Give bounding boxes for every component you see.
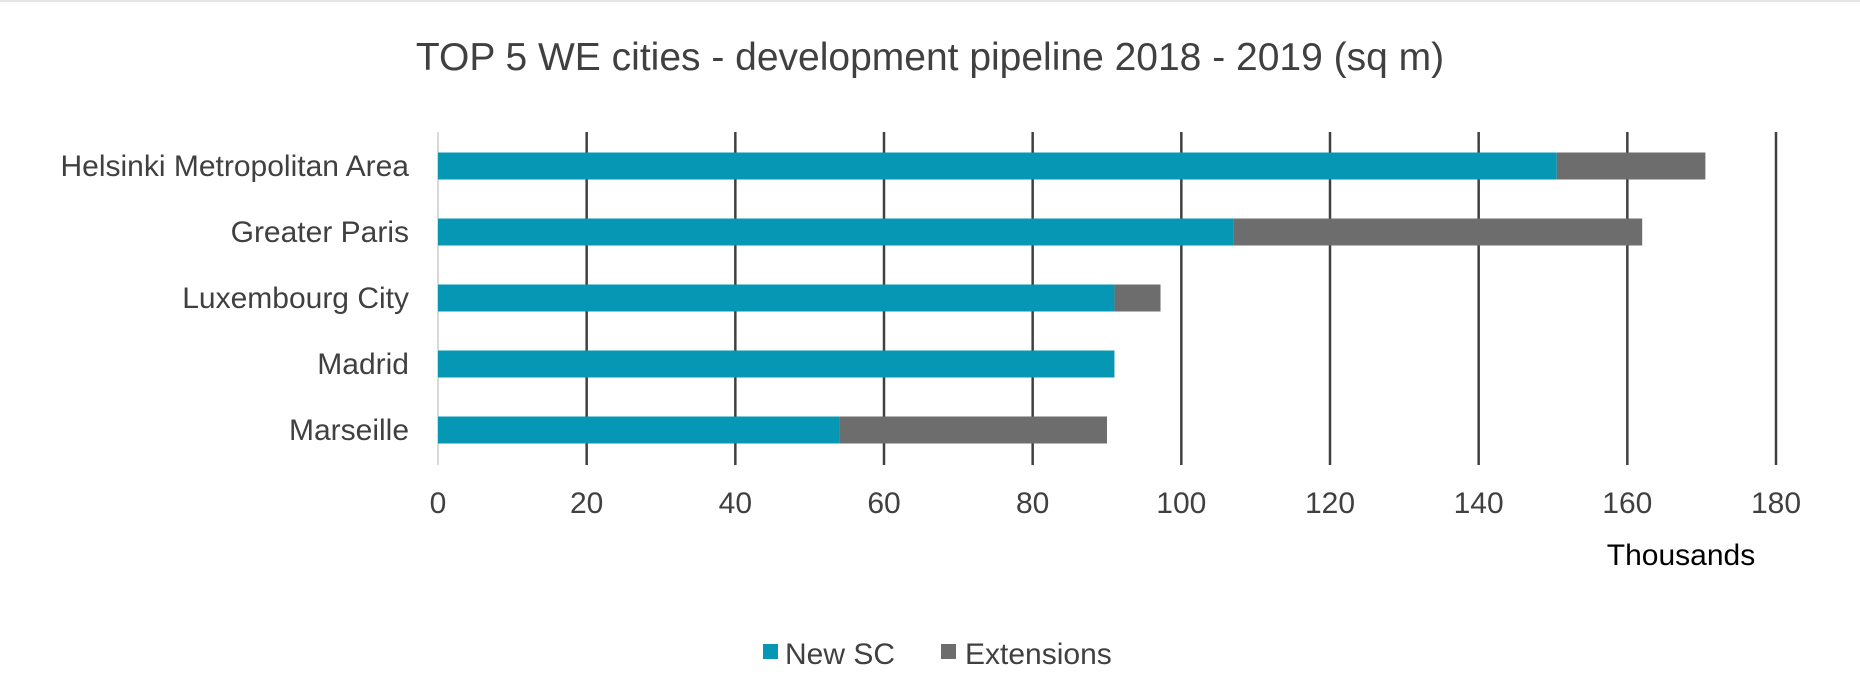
x-tick-label: 160 [1602, 487, 1652, 520]
legend: New SC Extensions [763, 638, 1112, 671]
x-tick-label: 0 [430, 487, 447, 520]
chart-title: TOP 5 WE cities - development pipeline 2… [416, 36, 1444, 79]
bar-new-sc-marseille [438, 416, 840, 444]
legend-swatch-new-sc [763, 644, 778, 659]
bar-extensions-marseille [839, 416, 1107, 444]
bar-layer [438, 152, 1706, 444]
x-tick-label: 40 [719, 487, 752, 520]
bar-new-sc-greater-paris [438, 218, 1234, 246]
category-label-helsinki-metropolitan-area: Helsinki Metropolitan Area [60, 150, 409, 183]
x-tick-label: 140 [1454, 487, 1504, 520]
category-labels: Helsinki Metropolitan Area Greater Paris L… [60, 150, 409, 447]
x-axis-unit-label: Thousands [1607, 539, 1755, 572]
legend-item-extensions: Extensions [941, 638, 1112, 671]
x-axis-tick-labels: 0 20 40 60 80 100 120 140 160 180 [430, 487, 1801, 520]
x-tick-label: 80 [1016, 487, 1049, 520]
category-label-madrid: Madrid [317, 348, 409, 381]
category-label-greater-paris: Greater Paris [231, 216, 409, 249]
bar-extensions-greater-paris [1233, 218, 1643, 246]
bar-new-sc-luxembourg-city [438, 284, 1115, 312]
bar-new-sc-helsinki-metropolitan-area [438, 152, 1557, 180]
x-tick-label: 180 [1751, 487, 1801, 520]
x-tick-label: 60 [867, 487, 900, 520]
bar-extensions-helsinki-metropolitan-area [1556, 152, 1706, 180]
bar-extensions-luxembourg-city [1114, 284, 1161, 312]
category-label-luxembourg-city: Luxembourg City [182, 282, 409, 315]
x-tick-label: 20 [570, 487, 603, 520]
legend-label-new-sc: New SC [785, 638, 895, 671]
bar-new-sc-madrid [438, 350, 1115, 378]
category-label-marseille: Marseille [289, 414, 409, 447]
legend-item-new-sc: New SC [763, 638, 895, 671]
legend-swatch-extensions [941, 644, 956, 659]
x-tick-label: 120 [1305, 487, 1355, 520]
x-tick-label: 100 [1156, 487, 1206, 520]
legend-label-extensions: Extensions [965, 638, 1112, 671]
